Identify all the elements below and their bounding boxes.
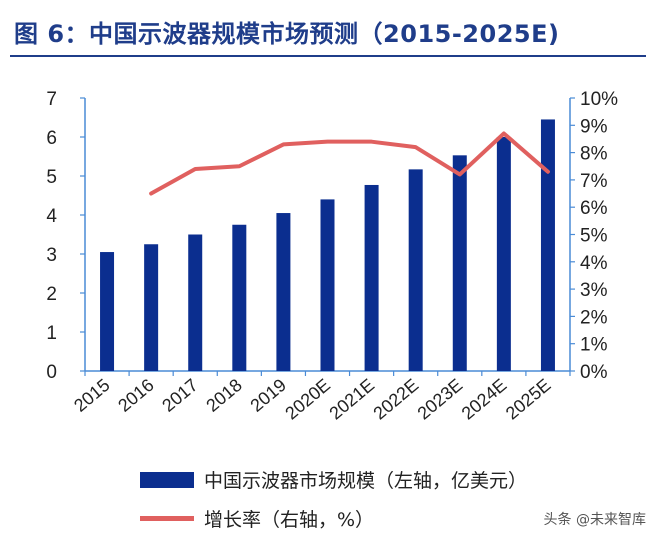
legend-item-line: 增长率（右轴，%） (140, 505, 374, 532)
y-right-tick-label: 8% (580, 144, 608, 165)
y-right-tick-label: 4% (580, 253, 608, 274)
bar (364, 184, 379, 371)
bar (408, 169, 423, 371)
chart-title: 图 6：中国示波器规模市场预测（2015-2025E) (14, 20, 560, 48)
x-tick-label: 2020E (281, 375, 334, 424)
y-right-tick-label: 9% (580, 116, 608, 137)
x-tick-label: 2017 (158, 375, 202, 416)
y-left-tick-label: 2 (46, 284, 57, 305)
x-tick-label: 2015 (70, 375, 114, 416)
legend-line-label: 增长率（右轴，%） (204, 509, 375, 531)
bar (188, 234, 203, 371)
bar (540, 119, 555, 371)
y-left-tick-label: 1 (46, 323, 57, 344)
legend-bar-label: 中国示波器市场规模（左轴，亿美元） (204, 470, 528, 492)
y-right-tick-label: 2% (580, 307, 608, 328)
bar (276, 213, 291, 371)
x-tick-label: 2025E (502, 375, 555, 424)
bar (496, 137, 511, 371)
x-tick-label: 2018 (202, 375, 246, 416)
x-tick-label: 2022E (370, 375, 423, 424)
bar (232, 224, 247, 371)
y-left-tick-label: 7 (46, 89, 57, 110)
y-left-tick-label: 0 (46, 362, 57, 383)
x-tick-label: 2023E (414, 375, 467, 424)
watermark: 头条 @未来智库 (543, 512, 646, 528)
y-right-tick-label: 10% (580, 89, 618, 110)
bar (100, 252, 115, 371)
bar (320, 199, 335, 371)
y-right-tick-label: 7% (580, 171, 608, 192)
y-right-tick-label: 6% (580, 198, 608, 219)
bar (452, 155, 467, 371)
y-left-tick-label: 6 (46, 128, 57, 149)
x-tick-label: 2024E (458, 375, 511, 424)
y-right-tick-label: 1% (580, 335, 608, 356)
legend-line-swatch (140, 516, 194, 521)
series-line-growth (149, 131, 550, 196)
bar (144, 244, 159, 371)
legend-item-bar: 中国示波器市场规模（左轴，亿美元） (140, 466, 527, 493)
title-divider (10, 55, 646, 57)
x-tick-label: 2021E (325, 375, 378, 424)
legend-bar-swatch (140, 471, 194, 488)
x-tick-label: 2016 (114, 375, 158, 416)
y-right-tick-label: 5% (580, 226, 608, 247)
y-left-tick-label: 5 (46, 167, 57, 188)
y-left-tick-label: 3 (46, 245, 57, 266)
y-right-tick-label: 3% (580, 280, 608, 301)
y-left-tick-label: 4 (46, 206, 57, 227)
y-right-tick-label: 0% (580, 362, 608, 383)
